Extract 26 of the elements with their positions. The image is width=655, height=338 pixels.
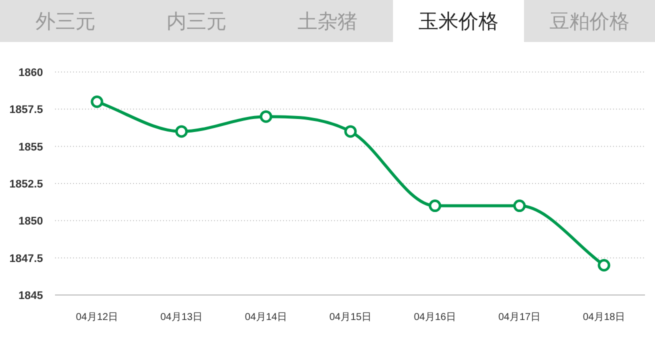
y-tick-label: 1860 <box>18 67 43 79</box>
y-tick-label: 1845 <box>18 290 43 302</box>
point <box>90 95 104 108</box>
y-tick-label: 1857.5 <box>9 104 43 116</box>
y-tick-label: 1852.5 <box>9 178 43 190</box>
x-tick-label: 04月13日 <box>160 312 203 323</box>
x-tick-label: 04月17日 <box>498 312 541 323</box>
chart-title: 玉米价格 <box>418 11 498 33</box>
point <box>428 200 442 212</box>
y-tick-label: 1855 <box>18 141 43 154</box>
y-tick-label: 1850 <box>18 216 43 228</box>
x-tick-label: 04月14日 <box>244 312 288 323</box>
point <box>344 125 357 138</box>
y-tick-label: 1847.5 <box>9 252 43 265</box>
x-tick-label: 04月16日 <box>414 312 456 323</box>
text: 内三元 <box>166 11 226 33</box>
text: 外三元 <box>36 11 96 33</box>
x-tick-label: 04月18日 <box>582 312 626 323</box>
x-tick-label: 04月12日 <box>76 312 118 323</box>
point <box>175 125 188 138</box>
text: 豆粕价格 <box>550 11 630 33</box>
x-tick-label: 04月15日 <box>329 312 372 323</box>
text: 土杂猪 <box>298 11 358 33</box>
point <box>260 110 272 123</box>
point <box>598 259 610 272</box>
point <box>513 200 526 212</box>
